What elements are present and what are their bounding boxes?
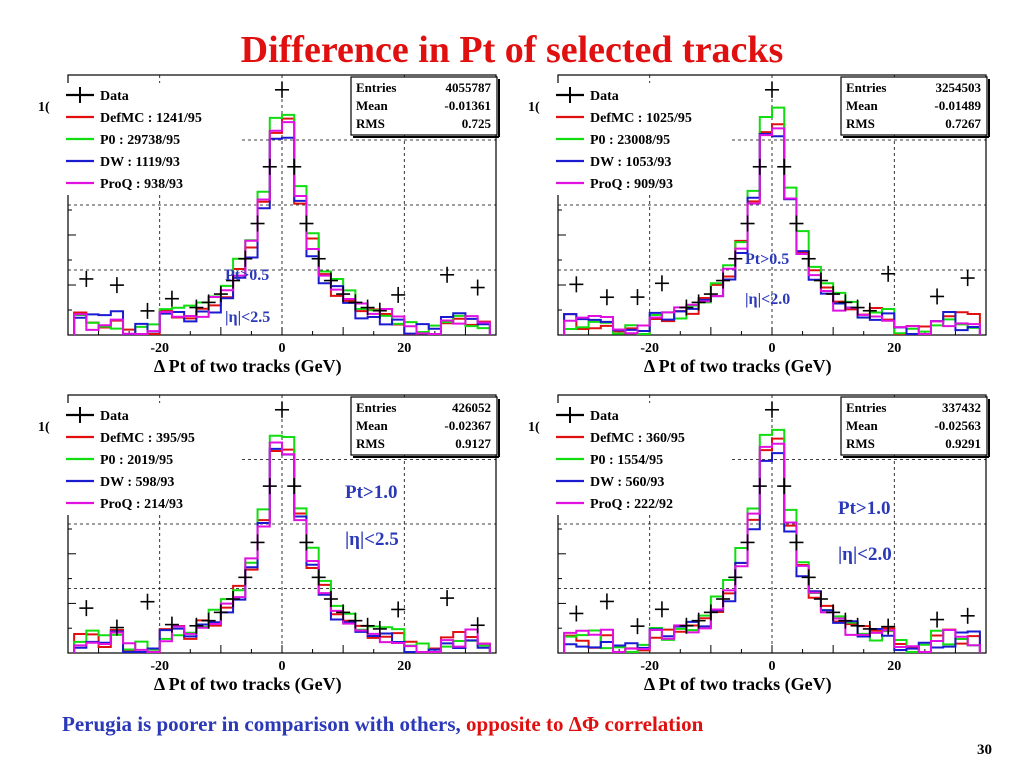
stats-value: -0.02563 [934, 418, 981, 433]
stats-label: RMS [356, 116, 385, 131]
cut-annotation: Pt>0.5 [745, 251, 789, 268]
stats-value: 0.725 [462, 116, 492, 131]
legend-label-data: Data [100, 89, 129, 104]
series-p0-hist [563, 428, 981, 654]
x-tick-label: 20 [887, 341, 901, 356]
legend-label-defmc: DefMC : 395/95 [100, 431, 195, 446]
legend-label-defmc: DefMC : 360/95 [590, 431, 685, 446]
legend-label-proq: ProQ : 938/93 [100, 177, 183, 192]
legend-label-dw: DW : 560/93 [590, 475, 664, 490]
x-tick-label: 20 [887, 659, 901, 674]
stats-value: -0.01361 [444, 98, 491, 113]
series-dw-hist [563, 452, 981, 653]
x-axis-label: Δ Pt of two tracks (GeV) [644, 356, 832, 377]
cut-annotation: |η|<2.5 [345, 529, 399, 550]
stats-label: RMS [846, 436, 875, 451]
stats-value: 0.7267 [945, 116, 981, 131]
stats-box [350, 76, 498, 136]
stats-label: Mean [846, 98, 879, 113]
stats-box [350, 396, 498, 456]
series-proq-hist [563, 442, 981, 654]
legend-label-proq: ProQ : 222/92 [590, 497, 673, 512]
x-axis-label: Δ Pt of two tracks (GeV) [154, 356, 342, 377]
series-proq-hist [73, 441, 491, 654]
stats-value: -0.02367 [444, 418, 491, 433]
legend-label-p0: P0 : 23008/95 [590, 133, 670, 148]
x-tick-label: 0 [279, 659, 286, 674]
x-tick-label: 0 [279, 341, 286, 356]
x-tick-label: 0 [769, 341, 776, 356]
stats-label: RMS [356, 436, 385, 451]
x-axis-label: Δ Pt of two tracks (GeV) [644, 674, 832, 695]
legend-label-dw: DW : 598/93 [100, 475, 174, 490]
legend-label-defmc: DefMC : 1241/95 [100, 111, 202, 126]
y-axis-label-fragment: 1( [38, 420, 50, 435]
footnote: Perugia is poorer in comparison with oth… [62, 712, 703, 737]
series-dw-hist [73, 136, 491, 336]
x-tick-label: -20 [640, 341, 659, 356]
legend-label-p0: P0 : 2019/95 [100, 453, 173, 468]
x-tick-label: 0 [769, 659, 776, 674]
stats-label: Mean [846, 418, 879, 433]
cut-annotation: |η|<2.0 [745, 291, 790, 308]
stats-value: 4055787 [446, 80, 492, 95]
y-axis-label-fragment: 1( [528, 100, 540, 115]
legend-label-proq: ProQ : 214/93 [100, 497, 183, 512]
series-p0-hist [73, 434, 491, 654]
slide-title: Difference in Pt of selected tracks [240, 29, 784, 71]
x-tick-label: 20 [397, 659, 411, 674]
x-tick-label: -20 [150, 659, 169, 674]
cut-annotation: |η|<2.0 [838, 544, 892, 565]
cut-annotation: |η|<2.5 [225, 309, 270, 326]
legend-label-data: Data [100, 409, 129, 424]
stats-value: 0.9127 [455, 436, 491, 451]
y-axis-label-fragment: 1( [528, 420, 540, 435]
stats-box [840, 76, 988, 136]
legend-label-dw: DW : 1119/93 [100, 155, 180, 170]
stats-label: Entries [356, 400, 396, 415]
stats-value: -0.01489 [934, 98, 981, 113]
series-proq-hist [563, 127, 981, 336]
y-axis-label-fragment: 1( [38, 100, 50, 115]
stats-value: 3254503 [936, 80, 982, 95]
stats-label: Entries [846, 400, 886, 415]
cut-annotation: Pt>0.5 [225, 267, 269, 284]
x-tick-label: 20 [397, 341, 411, 356]
stats-label: Entries [846, 80, 886, 95]
page-number: 30 [977, 742, 992, 758]
stats-label: Mean [356, 418, 389, 433]
legend-label-dw: DW : 1053/93 [590, 155, 671, 170]
stats-value: 337432 [942, 400, 981, 415]
legend-label-proq: ProQ : 909/93 [590, 177, 673, 192]
cut-annotation: Pt>1.0 [838, 498, 891, 519]
x-tick-label: -20 [640, 659, 659, 674]
x-tick-label: -20 [150, 341, 169, 356]
legend-label-p0: P0 : 1554/95 [590, 453, 663, 468]
legend-label-data: Data [590, 89, 619, 104]
series-p0-hist [563, 106, 981, 336]
stats-box [840, 396, 988, 456]
stats-value: 426052 [452, 400, 491, 415]
legend-label-defmc: DefMC : 1025/95 [590, 111, 692, 126]
x-axis-label: Δ Pt of two tracks (GeV) [154, 674, 342, 695]
cut-annotation: Pt>1.0 [345, 482, 398, 503]
legend-label-p0: P0 : 29738/95 [100, 133, 180, 148]
legend-label-data: Data [590, 409, 619, 424]
series-p0-hist [73, 113, 491, 336]
stats-value: 0.9291 [945, 436, 981, 451]
stats-label: RMS [846, 116, 875, 131]
footnote-red: opposite to ΔΦ correlation [466, 712, 704, 736]
stats-label: Entries [356, 80, 396, 95]
stats-label: Mean [356, 98, 389, 113]
series-proq-hist [73, 121, 491, 336]
footnote-blue: Perugia is poorer in comparison with oth… [62, 712, 467, 736]
